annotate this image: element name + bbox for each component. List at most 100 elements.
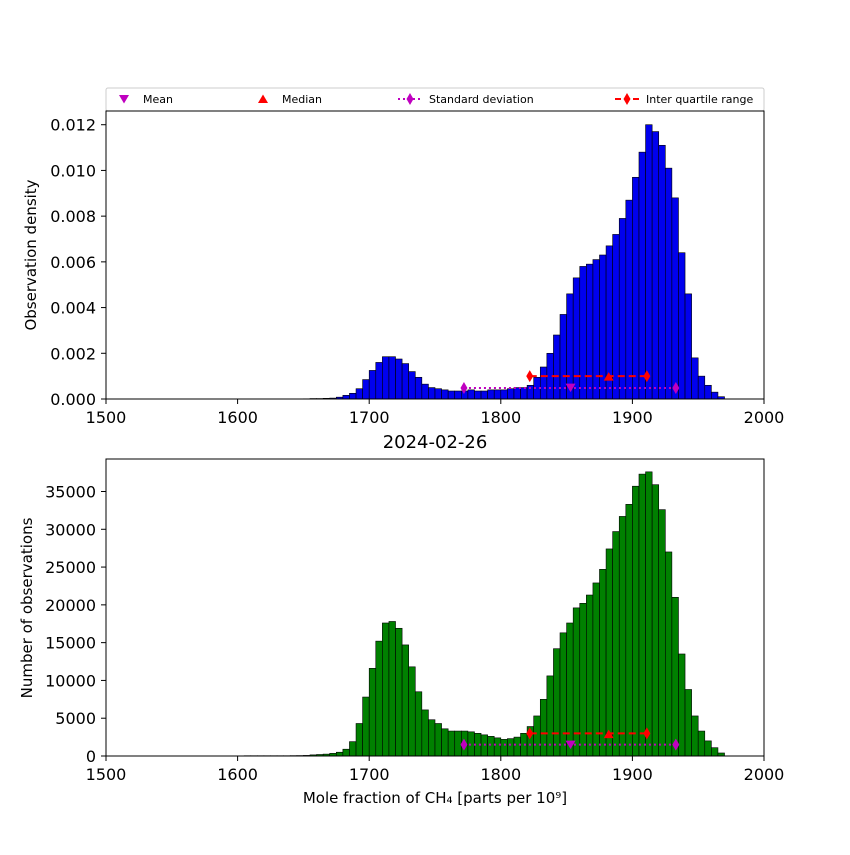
legend-label: Standard deviation (429, 93, 534, 106)
histogram-bar (494, 738, 501, 756)
histogram-bar (553, 649, 560, 756)
histogram-bar (343, 395, 350, 399)
histogram-bar (422, 384, 429, 399)
x-tick-label: 1600 (217, 408, 258, 427)
histogram-bar (474, 391, 481, 399)
histogram-bar (455, 731, 462, 756)
histogram-bar (396, 628, 403, 756)
histogram-bar (586, 264, 593, 399)
histogram-bar (534, 716, 541, 756)
y-tick-label: 10000 (45, 671, 96, 690)
histogram-bar (613, 234, 620, 399)
histogram-bar (652, 485, 659, 756)
histogram-bar (396, 359, 403, 399)
histogram-bar (553, 335, 560, 399)
histogram-bar (402, 645, 409, 756)
x-tick-label: 1900 (612, 408, 653, 427)
histogram-bar (521, 733, 528, 756)
histogram-bar (593, 260, 600, 399)
histogram-bar (646, 125, 653, 399)
histogram-bar (343, 749, 350, 756)
x-tick-label: 1800 (480, 408, 521, 427)
histogram-bar (369, 370, 376, 399)
histogram-bar (422, 710, 429, 756)
histogram-bar (593, 583, 600, 756)
x-tick-label: 1500 (86, 408, 127, 427)
histogram-bar (540, 699, 547, 756)
histogram-bar (659, 510, 666, 756)
histogram-bar (349, 742, 356, 756)
histogram-bar (356, 389, 363, 399)
x-tick-label: 1800 (480, 765, 521, 784)
histogram-bar (336, 752, 343, 756)
x-tick-label: 2000 (744, 765, 785, 784)
histogram-bar (409, 372, 416, 399)
density-y-axis-label: Observation density (22, 179, 40, 330)
histogram-bar (567, 294, 574, 399)
y-tick-label: 0.002 (50, 344, 96, 363)
histogram-bar (349, 393, 356, 399)
histogram-bar (692, 716, 699, 756)
histogram-bar (363, 697, 370, 756)
histogram-bar (613, 532, 620, 756)
histogram-bar (435, 724, 442, 757)
y-tick-label: 5000 (55, 709, 96, 728)
histogram-bar (639, 152, 646, 399)
histogram-bar (632, 486, 639, 756)
histogram-bar (586, 595, 593, 756)
histogram-bar (685, 690, 692, 757)
histogram-bar (448, 731, 455, 756)
histogram-bar (442, 390, 449, 399)
histogram-bar (639, 474, 646, 756)
histogram-bar (514, 388, 521, 399)
histogram-bar (606, 549, 613, 756)
histogram-bar (665, 552, 672, 756)
histogram-bar (678, 654, 685, 756)
histogram-bar (711, 748, 718, 756)
histogram-bar (619, 218, 626, 399)
x-tick-label: 1500 (86, 765, 127, 784)
histogram-bar (488, 390, 495, 399)
x-tick-label: 2000 (744, 408, 785, 427)
y-tick-label: 0.008 (50, 207, 96, 226)
histogram-bar (448, 391, 455, 399)
y-tick-label: 20000 (45, 596, 96, 615)
histogram-bar (698, 376, 705, 399)
y-tick-label: 0.010 (50, 161, 96, 180)
histogram-bar (382, 623, 389, 756)
histogram-bar (705, 741, 712, 756)
histogram-bar (415, 377, 422, 399)
histogram-bar (376, 641, 383, 756)
histogram-bar (435, 389, 442, 399)
histogram-bar (501, 739, 508, 756)
histogram-bar (632, 177, 639, 399)
count-y-axis-label: Number of observations (18, 517, 36, 698)
histogram-bar (711, 392, 718, 399)
histogram-bar (698, 731, 705, 756)
histogram-bar (646, 472, 653, 756)
histogram-bar (481, 391, 488, 399)
histogram-bar (567, 623, 574, 756)
legend-label: Inter quartile range (646, 93, 753, 106)
histogram-bar (402, 364, 409, 399)
histogram-bar (521, 388, 528, 399)
histogram-bar (672, 198, 679, 399)
histogram-bar (409, 667, 416, 756)
histogram-bar (600, 569, 607, 756)
x-tick-label: 1900 (612, 765, 653, 784)
histogram-bar (468, 732, 475, 756)
histogram-bar (389, 357, 396, 399)
histogram-bar (580, 266, 587, 399)
y-tick-label: 0.012 (50, 116, 96, 135)
histogram-bar (507, 389, 514, 399)
histogram-bar (560, 633, 567, 756)
histogram-bar (665, 168, 672, 399)
y-tick-label: 30000 (45, 520, 96, 539)
count-x-axis-label: Mole fraction of CH₄ [parts per 10⁹] (303, 789, 567, 807)
y-tick-label: 25000 (45, 558, 96, 577)
y-tick-label: 15000 (45, 634, 96, 653)
y-tick-label: 0 (86, 747, 96, 766)
histogram-bar (659, 145, 666, 399)
histogram-bar (376, 362, 383, 399)
